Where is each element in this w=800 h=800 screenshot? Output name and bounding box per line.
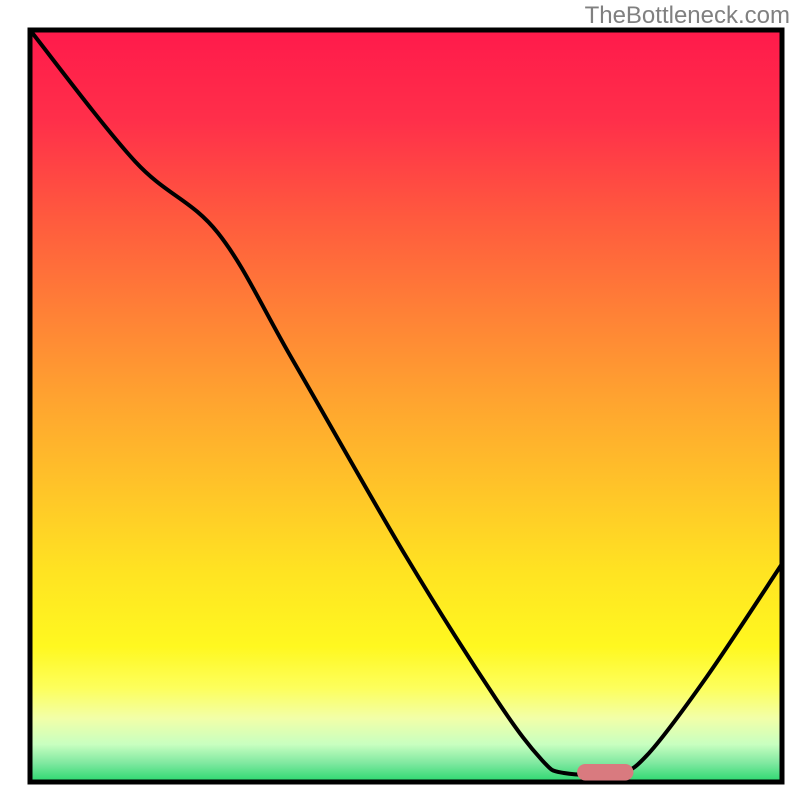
chart-svg (0, 0, 800, 800)
plot-background (30, 30, 782, 782)
bottleneck-chart: TheBottleneck.com (0, 0, 800, 800)
optimal-marker (577, 764, 633, 781)
watermark-text: TheBottleneck.com (585, 2, 790, 30)
